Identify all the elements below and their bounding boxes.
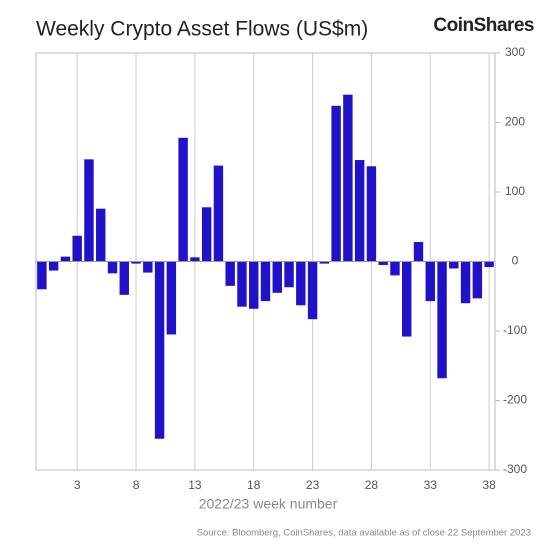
bar <box>484 261 494 268</box>
bar <box>48 261 59 271</box>
bar <box>319 261 330 264</box>
bar <box>307 261 318 320</box>
bar <box>213 165 224 262</box>
bar <box>237 261 247 307</box>
bar <box>154 261 165 439</box>
x-tick-label: 13 <box>188 478 202 492</box>
bar <box>449 261 459 269</box>
bar <box>378 261 388 265</box>
brand-logo: CoinShares <box>433 15 534 36</box>
x-tick-label: 18 <box>247 478 261 492</box>
bar <box>190 257 200 262</box>
y-tick-label: -100 <box>503 323 527 337</box>
y-tick-label: 100 <box>505 184 525 198</box>
bar <box>413 242 424 262</box>
bar <box>225 261 235 286</box>
bar <box>131 261 141 264</box>
x-axis-label: 2022/23 week number <box>199 496 338 512</box>
source-note: Source: Bloomberg, CoinShares, data avai… <box>197 528 531 539</box>
bar <box>201 207 212 262</box>
bar <box>390 261 400 276</box>
bar <box>366 166 377 262</box>
bar <box>178 137 188 262</box>
bar <box>72 235 82 262</box>
bar <box>37 261 47 290</box>
bar <box>249 261 259 309</box>
bar <box>425 261 435 302</box>
bar <box>296 261 306 306</box>
bar <box>402 261 412 337</box>
bar <box>343 94 353 262</box>
bar <box>437 261 447 379</box>
bar <box>284 261 294 288</box>
x-tick-label: 3 <box>74 478 81 492</box>
bar <box>119 261 129 295</box>
bar <box>260 261 271 302</box>
x-tick-label: 28 <box>365 478 379 492</box>
bar <box>460 261 471 304</box>
x-tick-label: 38 <box>482 478 496 492</box>
bar <box>96 208 106 262</box>
y-tick-label: 300 <box>505 45 525 59</box>
bar <box>331 105 341 262</box>
bar <box>272 261 282 293</box>
bar <box>166 261 177 335</box>
bar <box>60 256 71 262</box>
y-tick-label: -300 <box>503 462 527 476</box>
x-tick-label: 23 <box>306 478 320 492</box>
y-tick-label: -200 <box>503 393 527 407</box>
bar <box>84 159 94 262</box>
bar <box>143 261 153 273</box>
x-tick-label: 33 <box>424 478 438 492</box>
bar <box>107 261 118 274</box>
bar <box>354 160 365 262</box>
x-tick-label: 8 <box>133 478 140 492</box>
bar <box>472 261 483 299</box>
y-tick-label: 0 <box>512 254 519 268</box>
y-tick-label: 200 <box>505 115 525 129</box>
chart-title: Weekly Crypto Asset Flows (US$m) <box>36 18 368 41</box>
